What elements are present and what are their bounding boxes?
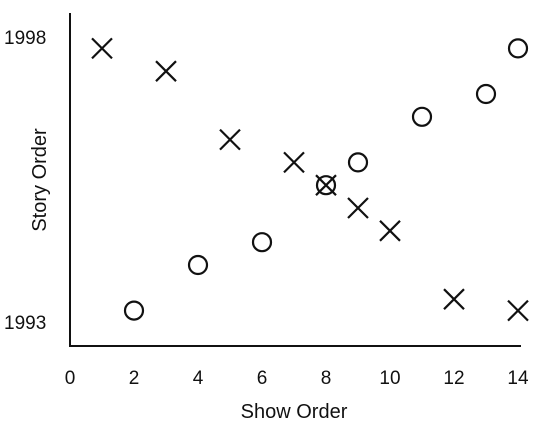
y-tick-labels: 1993 1998: [4, 28, 46, 334]
axes: [69, 13, 521, 347]
y-tick-label-0: 1993: [4, 313, 46, 334]
circle-marker-point-6: [475, 83, 497, 105]
x-marker-point-0: [91, 37, 113, 60]
x-marker-point-8: [507, 299, 529, 322]
circle-marker-point-1: [187, 254, 209, 276]
x-marker-point-2: [219, 128, 241, 151]
circle-marker-point-4: [347, 152, 369, 173]
x-tick-label-1: 2: [129, 368, 140, 389]
x-tick-label-6: 12: [443, 368, 464, 389]
x-tick-label-3: 6: [257, 368, 268, 389]
circle-marker-point-2: [251, 232, 273, 253]
x-marker-point-3: [283, 151, 305, 174]
x-tick-label-7: 14: [507, 368, 529, 389]
x-marker-point-5: [347, 197, 369, 219]
x-tick-label-5: 10: [379, 368, 400, 389]
x-tick-label-4: 8: [321, 368, 332, 389]
x-marker-point-7: [443, 288, 465, 310]
x-marker-point-1: [155, 60, 177, 82]
y-axis-label: Story Order: [29, 128, 51, 232]
y-tick-label-1: 1998: [4, 28, 46, 49]
circle-marker-point-3: [315, 175, 337, 196]
x-tick-label-0: 0: [65, 368, 76, 389]
circle-marker-point-7: [507, 38, 529, 59]
x-tick-label-2: 4: [193, 368, 204, 389]
x-axis-label: Show Order: [241, 401, 348, 423]
data-points: [91, 37, 529, 322]
circle-marker-point-0: [123, 300, 145, 321]
circle-marker-point-5: [411, 106, 433, 127]
x-marker-point-6: [379, 220, 401, 242]
x-tick-labels: 0 2 4 6 8 10 12 14: [65, 368, 529, 389]
